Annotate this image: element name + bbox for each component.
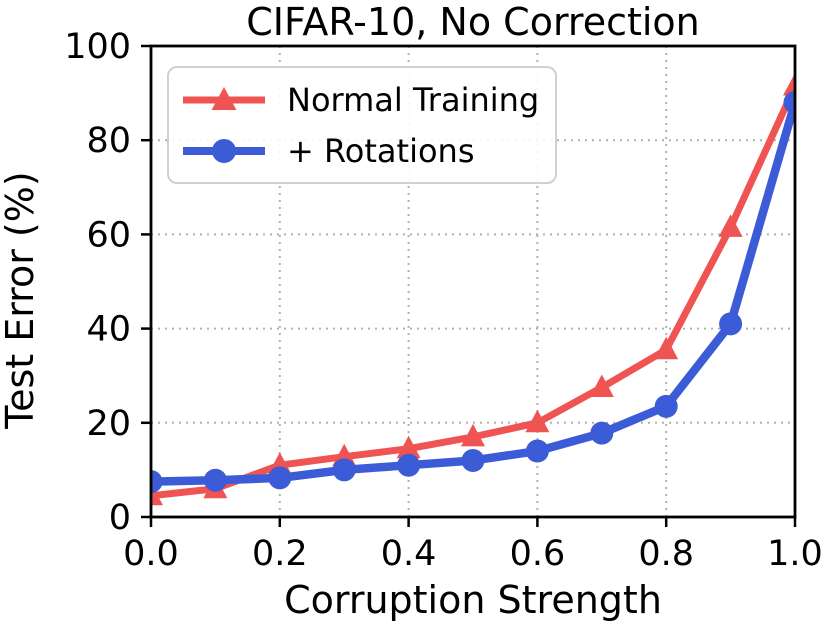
x-axis-label: Corruption Strength	[284, 578, 662, 622]
triangle-up-marker-icon	[589, 374, 614, 397]
triangle-up-marker-icon	[461, 423, 485, 447]
legend-label-normal-training: Normal Training	[287, 80, 540, 119]
legend-label-rotations: + Rotations	[287, 131, 475, 170]
y-tick-label: 0	[109, 498, 131, 538]
circle-marker-icon	[719, 312, 743, 336]
triangle-up-marker-icon	[525, 409, 550, 433]
triangle-up-marker-icon	[718, 214, 743, 237]
circle-marker-icon	[397, 453, 421, 477]
chart-title: CIFAR-10, No Correction	[246, 0, 700, 44]
circle-marker-icon	[332, 458, 356, 482]
circle-marker-icon	[268, 466, 292, 490]
legend-item-rotations: + Rotations	[181, 125, 539, 176]
y-tick-label: 80	[86, 121, 131, 161]
axis-ticks	[141, 44, 797, 527]
y-axis-label: Test Error (%)	[0, 171, 42, 429]
rotations-sample	[183, 138, 265, 163]
circle-marker-icon	[525, 439, 549, 463]
y-tick-label: 100	[64, 27, 131, 67]
normal-training-sample	[183, 86, 265, 110]
x-tick-label: 0.2	[252, 534, 308, 574]
y-tick-label: 40	[86, 310, 131, 350]
y-tick-label: 20	[86, 404, 131, 444]
x-tick-label: 0.8	[638, 534, 694, 574]
circle-marker-icon	[783, 91, 795, 115]
circle-marker-icon	[590, 421, 614, 445]
x-tick-label: 0.4	[381, 534, 437, 574]
triangle-up-marker-icon	[396, 435, 421, 459]
legend-item-normal-training: Normal Training	[181, 74, 539, 125]
circle-marker-icon	[203, 468, 227, 492]
triangle-up-marker-icon	[654, 336, 679, 360]
circle-marker-icon	[151, 470, 163, 494]
circle-marker-icon	[654, 394, 678, 418]
x-tick-label: 0.6	[510, 534, 566, 574]
series-group	[151, 73, 795, 506]
x-tick-label: 1.0	[767, 534, 823, 574]
legend: Normal Training + Rotations	[167, 66, 558, 184]
triangle-up-marker-icon	[783, 73, 795, 96]
x-tick-label: 0.0	[123, 534, 179, 574]
axes-spines	[149, 44, 797, 519]
triangle-up-marker-icon	[211, 86, 237, 110]
circle-marker-icon	[212, 138, 236, 163]
circle-marker-icon	[461, 448, 485, 472]
tick-labels: 0.0 0.2 0.4 0.6 0.8 1.0 0 20 40 60 80 100	[64, 27, 823, 574]
y-tick-label: 60	[86, 215, 131, 255]
